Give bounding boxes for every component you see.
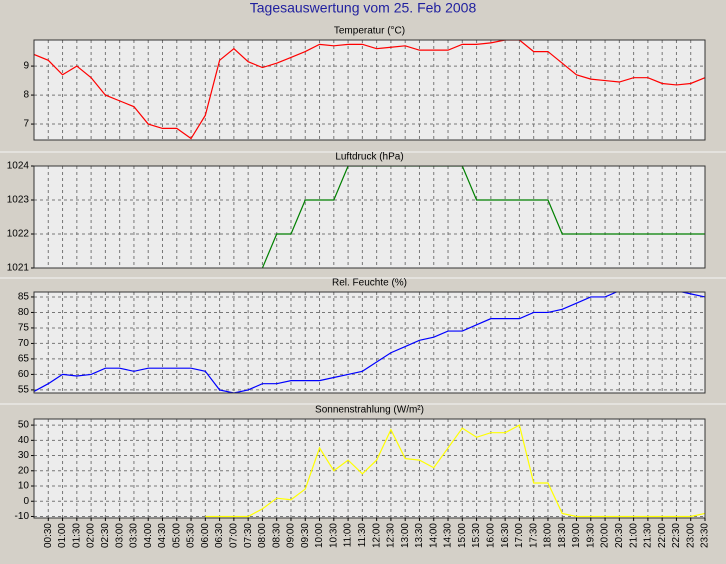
y-tick-label: 70 bbox=[18, 338, 30, 349]
x-tick-label: 05:30 bbox=[186, 523, 197, 548]
y-tick-label: -10 bbox=[15, 511, 30, 522]
y-tick-label: 60 bbox=[18, 369, 30, 380]
y-tick-label: 7 bbox=[23, 119, 29, 130]
x-tick-label: 18:00 bbox=[543, 523, 554, 548]
y-tick-label: 55 bbox=[18, 385, 30, 396]
plot-border bbox=[33, 39, 706, 141]
x-tick-label: 20:30 bbox=[614, 523, 625, 548]
x-tick-label: 00:30 bbox=[43, 523, 54, 548]
y-tick-label: 50 bbox=[18, 420, 30, 431]
x-tick-label: 20:00 bbox=[600, 523, 611, 548]
x-tick-label: 07:30 bbox=[243, 523, 254, 548]
x-tick-label: 06:00 bbox=[200, 523, 211, 548]
x-tick-label: 14:00 bbox=[428, 523, 439, 548]
x-tick-label: 03:30 bbox=[129, 523, 140, 548]
plot-border bbox=[33, 418, 706, 519]
plot-area bbox=[34, 419, 705, 518]
x-tick-label: 07:00 bbox=[229, 523, 240, 548]
y-tick-label: 1022 bbox=[7, 229, 30, 240]
plot-border bbox=[33, 291, 706, 394]
x-tick-label: 19:30 bbox=[585, 523, 596, 548]
x-tick-label: 21:30 bbox=[643, 523, 654, 548]
x-tick-label: 09:30 bbox=[300, 523, 311, 548]
y-tick-label: 9 bbox=[23, 61, 29, 72]
x-tick-label: 15:00 bbox=[457, 523, 468, 548]
x-tick-label: 09:00 bbox=[286, 523, 297, 548]
x-tick-label: 23:30 bbox=[700, 523, 711, 548]
x-tick-label: 17:30 bbox=[528, 523, 539, 548]
y-tick-label: 80 bbox=[18, 307, 30, 318]
x-tick-label: 16:00 bbox=[485, 523, 496, 548]
y-tick-label: 8 bbox=[23, 90, 29, 101]
x-tick-label: 05:00 bbox=[171, 523, 182, 548]
x-tick-label: 18:30 bbox=[557, 523, 568, 548]
x-tick-label: 10:00 bbox=[314, 523, 325, 548]
x-tick-label: 02:30 bbox=[100, 523, 111, 548]
x-tick-label: 13:30 bbox=[414, 523, 425, 548]
y-tick-label: 1023 bbox=[7, 195, 30, 206]
x-tick-label: 02:00 bbox=[86, 523, 97, 548]
x-tick-label: 06:30 bbox=[214, 523, 225, 548]
x-tick-label: 01:00 bbox=[57, 523, 68, 548]
data-line bbox=[34, 40, 705, 140]
x-tick-label: 12:30 bbox=[386, 523, 397, 548]
x-tick-label: 04:00 bbox=[143, 523, 154, 548]
x-tick-label: 17:00 bbox=[514, 523, 525, 548]
page-title: Tagesauswertung vom 25. Feb 2008 bbox=[250, 0, 477, 16]
y-tick-label: 0 bbox=[23, 496, 29, 507]
panel-title: Luftdruck (hPa) bbox=[335, 152, 403, 163]
x-tick-label: 15:30 bbox=[471, 523, 482, 548]
y-tick-label: 65 bbox=[18, 354, 30, 365]
x-tick-label: 10:30 bbox=[328, 523, 339, 548]
y-tick-label: 1021 bbox=[7, 263, 30, 274]
y-tick-label: 20 bbox=[18, 465, 30, 476]
x-tick-label: 19:00 bbox=[571, 523, 582, 548]
x-tick-label: 22:30 bbox=[671, 523, 682, 548]
data-line bbox=[205, 424, 705, 518]
y-tick-label: 85 bbox=[18, 292, 30, 303]
x-tick-label: 14:30 bbox=[443, 523, 454, 548]
x-tick-label: 08:00 bbox=[257, 523, 268, 548]
data-line bbox=[34, 292, 705, 393]
y-tick-label: 10 bbox=[18, 481, 30, 492]
panel-title: Temperatur (°C) bbox=[334, 26, 405, 37]
y-tick-label: 75 bbox=[18, 323, 30, 334]
x-tick-label: 04:30 bbox=[157, 523, 168, 548]
data-line bbox=[261, 166, 705, 268]
y-tick-label: 1024 bbox=[7, 161, 30, 172]
x-tick-label: 11:00 bbox=[343, 523, 354, 548]
x-tick-label: 13:00 bbox=[400, 523, 411, 548]
x-tick-label: 11:30 bbox=[357, 523, 368, 548]
x-tick-label: 16:30 bbox=[500, 523, 511, 548]
x-tick-label: 08:30 bbox=[271, 523, 282, 548]
x-tick-label: 23:00 bbox=[685, 523, 696, 548]
plot-area bbox=[34, 166, 705, 268]
x-tick-label: 12:00 bbox=[371, 523, 382, 548]
x-tick-label: 22:00 bbox=[657, 523, 668, 548]
plot-area bbox=[34, 40, 705, 140]
x-tick-label: 01:30 bbox=[71, 523, 82, 548]
plot-area bbox=[34, 292, 705, 393]
panel-title: Rel. Feuchte (%) bbox=[332, 278, 407, 289]
y-tick-label: 30 bbox=[18, 450, 30, 461]
x-tick-label: 21:00 bbox=[628, 523, 639, 548]
plot-border bbox=[33, 165, 706, 269]
panel-title: Sonnenstrahlung (W/m²) bbox=[315, 405, 424, 416]
y-tick-label: 40 bbox=[18, 435, 30, 446]
x-tick-label: 03:00 bbox=[114, 523, 125, 548]
